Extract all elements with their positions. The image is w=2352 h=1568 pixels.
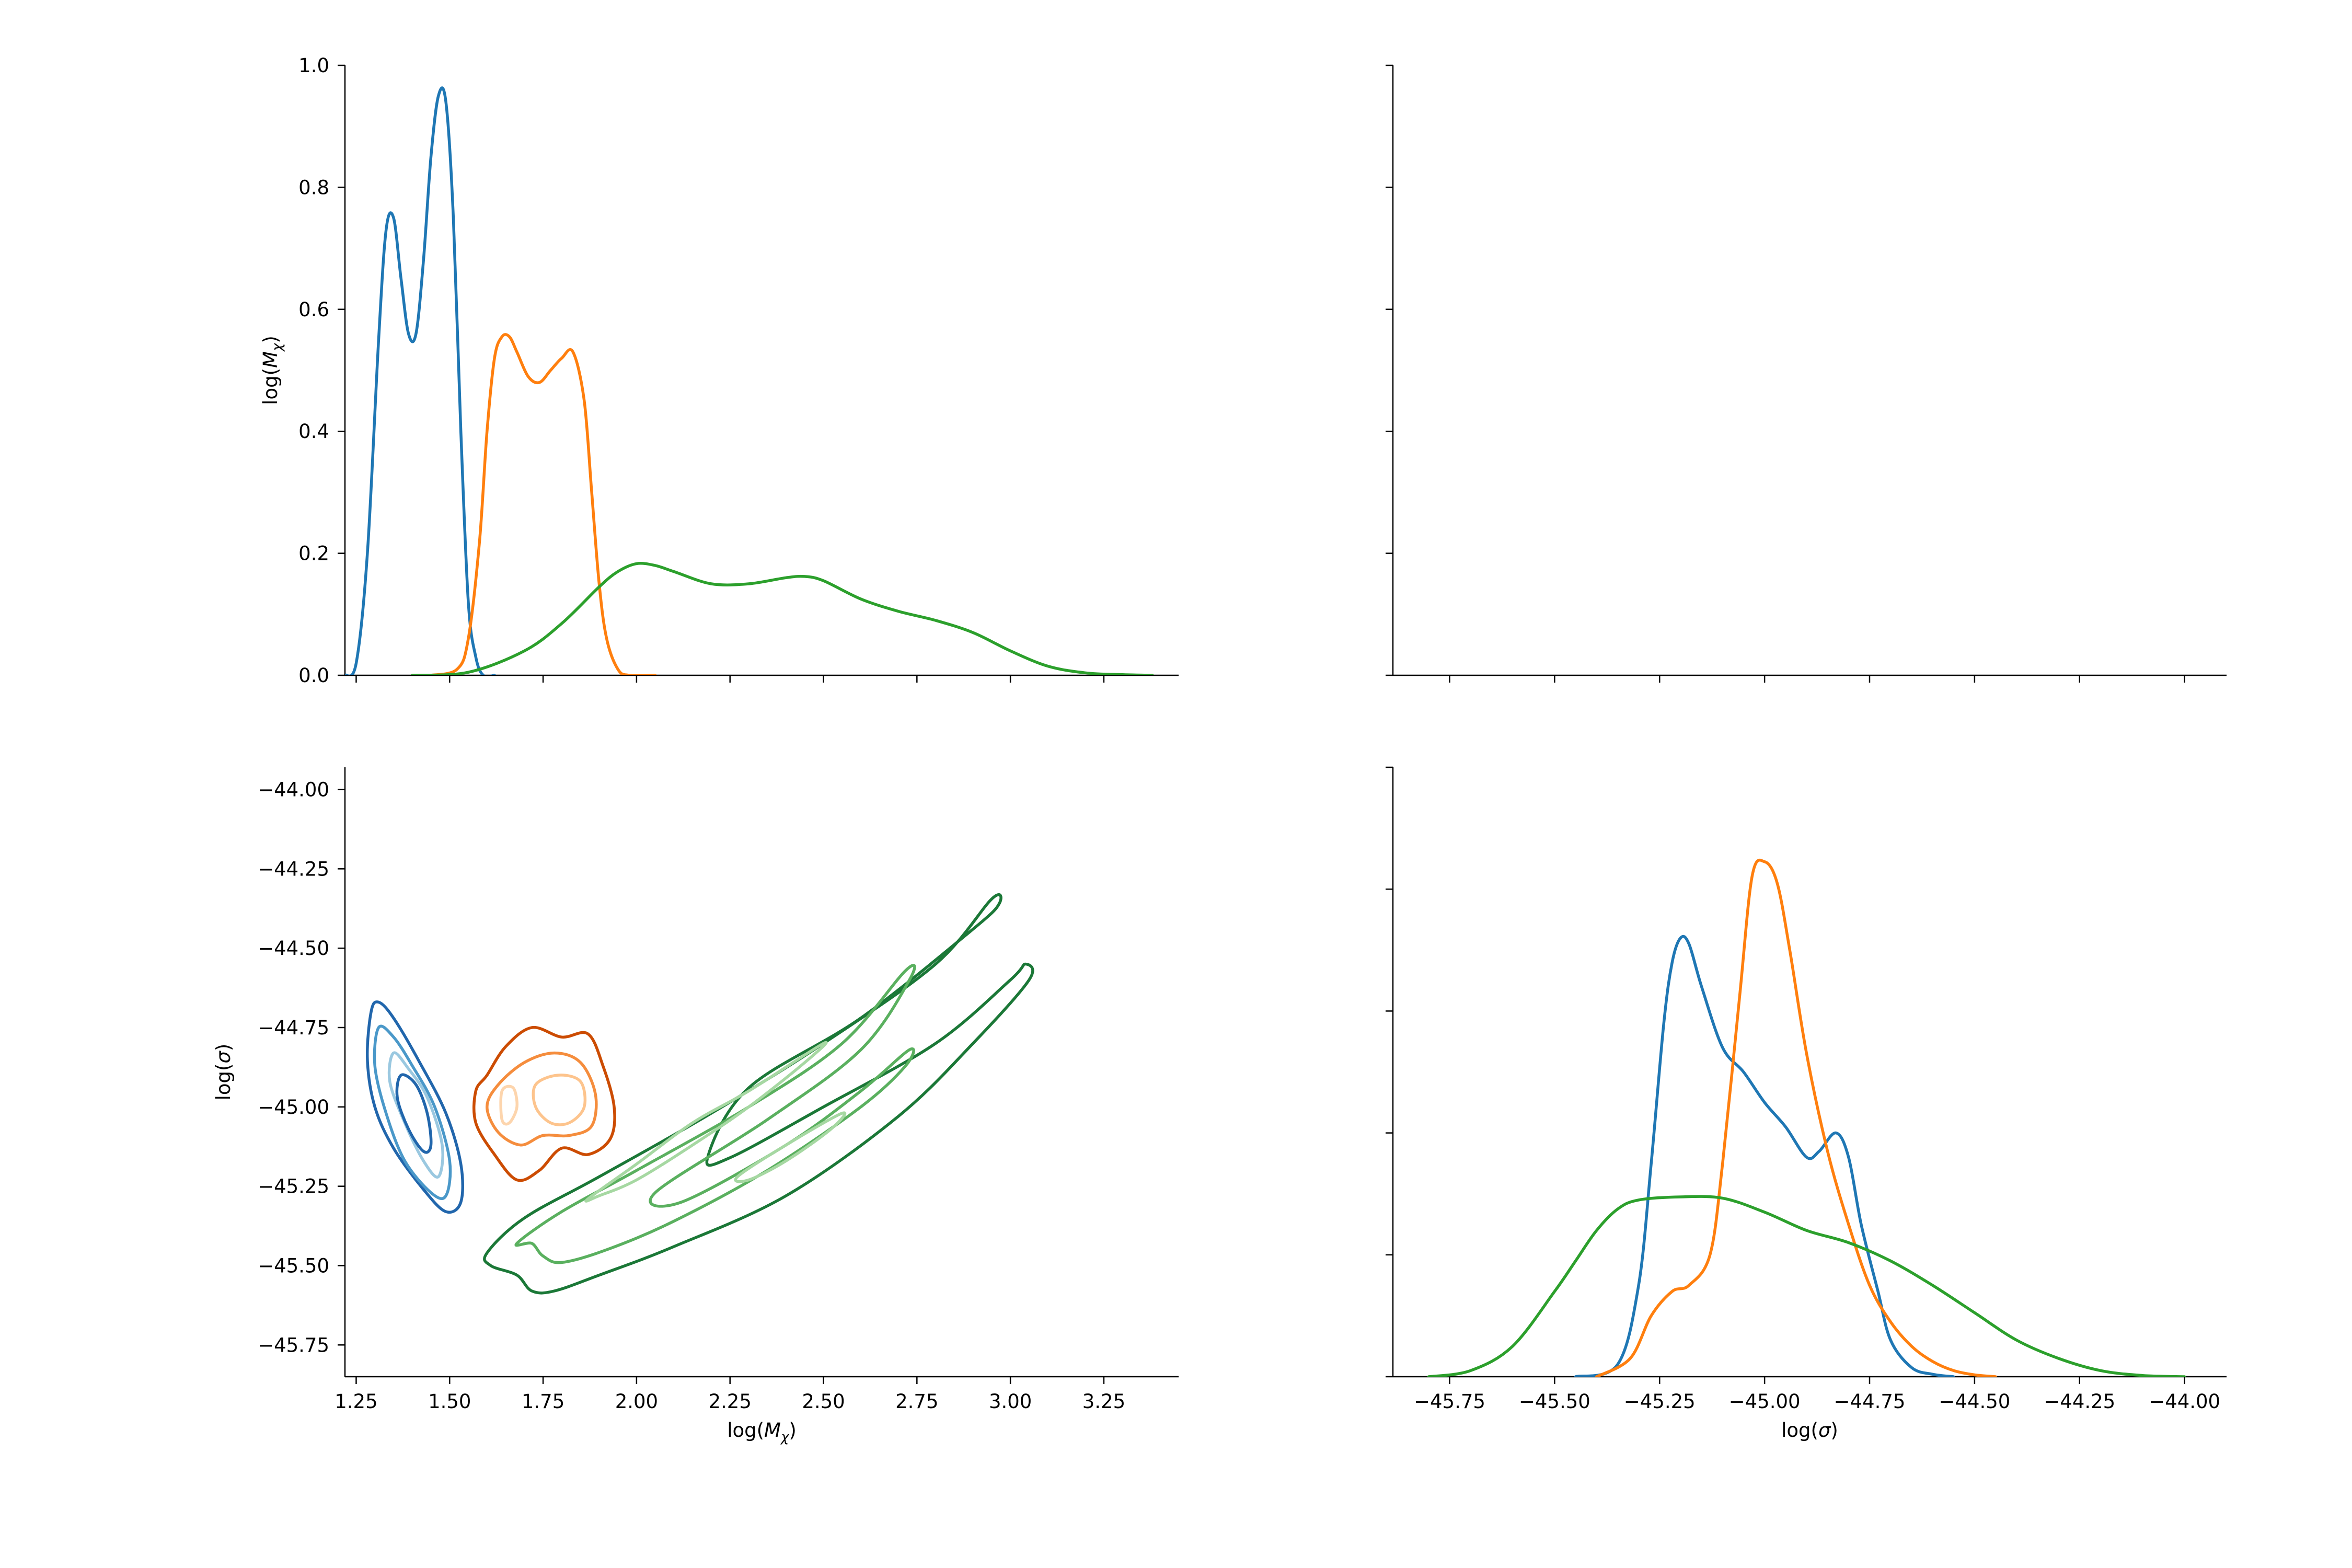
x-tick-label: −45.00 xyxy=(1729,1390,1801,1413)
y-tick-label: 0.0 xyxy=(298,664,329,687)
panel-top-left-mass-distribution: 0.0 0.2 0.4 0.6 0.8 1.0 log(Mχ) xyxy=(259,54,1179,687)
x-tick-label: −44.75 xyxy=(1834,1390,1906,1413)
y-tick-label: 0.8 xyxy=(298,176,329,199)
x-tick-label: 3.25 xyxy=(1082,1390,1125,1413)
series-line-blue xyxy=(345,86,496,675)
panel-top-right-empty xyxy=(1386,64,2227,683)
contour-blue-outer xyxy=(365,1000,465,1214)
panel-bottom-right-sigma-distribution: −45.75 −45.50 −45.25 −45.00 −44.75 −44.50 −44.… xyxy=(1386,766,2227,1442)
contour-green-outer xyxy=(483,893,1034,1295)
contour-orange-inner-2 xyxy=(499,1085,518,1126)
contour-orange-inner-1 xyxy=(532,1074,587,1126)
x-tick-label: 1.50 xyxy=(428,1390,471,1413)
y-tick-label: −45.25 xyxy=(258,1175,329,1198)
series-line-green xyxy=(410,562,1154,675)
y-tick-label: −44.50 xyxy=(258,937,329,960)
contour-green-mid xyxy=(514,964,916,1264)
contour-blue-inner-2 xyxy=(395,1073,433,1154)
x-axis-label: log(σ) xyxy=(1781,1419,1838,1442)
x-tick-label: −44.50 xyxy=(1939,1390,2010,1413)
y-tick-label: 1.0 xyxy=(298,54,329,77)
y-tick-label: 0.4 xyxy=(298,420,329,443)
y-axis-label: log(Mχ) xyxy=(259,336,285,405)
x-axis-label: log(Mχ) xyxy=(727,1419,797,1445)
contour-blue-inner-1 xyxy=(387,1051,444,1179)
x-tick-label: 2.75 xyxy=(895,1390,938,1413)
series-line-orange xyxy=(429,333,657,675)
plot-area xyxy=(365,893,1034,1295)
x-tick-label: 1.25 xyxy=(335,1390,377,1413)
series-line-orange xyxy=(1595,858,1997,1377)
series-line-blue xyxy=(1574,935,1955,1377)
x-tick-label: 1.75 xyxy=(522,1390,564,1413)
x-tick-label: −44.25 xyxy=(2044,1390,2115,1413)
x-tick-label: 2.00 xyxy=(615,1390,658,1413)
x-tick-label: 2.25 xyxy=(709,1390,752,1413)
y-tick-label: 0.2 xyxy=(298,543,329,565)
x-tick-label: −45.75 xyxy=(1414,1390,1485,1413)
x-tick-label: 2.50 xyxy=(802,1390,845,1413)
y-tick-label: −44.25 xyxy=(258,858,329,880)
contour-green-inner-1 xyxy=(584,1041,828,1203)
plot-area xyxy=(345,86,1154,675)
y-tick-label: −45.75 xyxy=(258,1334,329,1356)
y-tick-label: −44.00 xyxy=(258,779,329,801)
x-tick-label: 3.00 xyxy=(989,1390,1032,1413)
y-axis-label: log(σ) xyxy=(212,1044,235,1101)
series-line-green xyxy=(1427,1195,2186,1377)
contour-blue-mid xyxy=(373,1024,452,1201)
contour-green-inner-2 xyxy=(734,1111,847,1183)
x-tick-label: −44.00 xyxy=(2149,1390,2220,1413)
contour-orange-mid xyxy=(486,1051,598,1147)
y-tick-label: −45.50 xyxy=(258,1254,329,1277)
x-tick-label: −45.50 xyxy=(1519,1390,1590,1413)
contour-orange-outer xyxy=(472,1025,616,1182)
panel-bottom-left-contour: 1.25 1.50 1.75 2.00 2.25 2.50 2.75 3.00 3.25 −44.… xyxy=(212,767,1179,1445)
x-tick-label: −45.25 xyxy=(1624,1390,1696,1413)
plot-area xyxy=(1427,858,2186,1377)
y-tick-label: −44.75 xyxy=(258,1017,329,1039)
y-tick-label: −45.00 xyxy=(258,1096,329,1119)
y-tick-label: 0.6 xyxy=(298,298,329,321)
